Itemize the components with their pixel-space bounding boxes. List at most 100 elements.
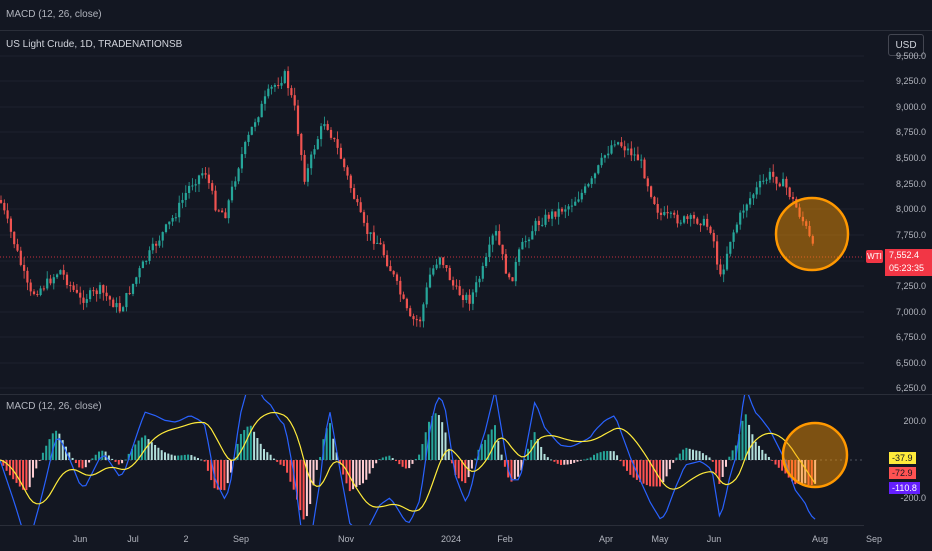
histogram-bar <box>814 460 817 484</box>
candle-body <box>659 212 663 215</box>
candle-body <box>128 293 131 295</box>
candle-body <box>551 211 554 219</box>
candle-body <box>217 210 220 212</box>
price-chart[interactable] <box>0 30 864 394</box>
histogram-bar <box>355 460 358 487</box>
candle-body <box>346 167 349 176</box>
candle-body <box>617 142 620 145</box>
candle-body <box>6 210 9 219</box>
histogram-bar <box>51 433 54 460</box>
time-label: Apr <box>598 534 614 544</box>
histogram-bar <box>586 458 589 460</box>
candle-body <box>108 296 111 300</box>
histogram-bar <box>771 460 774 461</box>
candle-body <box>805 221 808 226</box>
candle-body <box>349 175 352 189</box>
histogram-bar <box>388 455 391 460</box>
histogram-bar <box>253 431 256 460</box>
candle-body <box>481 266 484 279</box>
histogram-bar <box>154 444 157 460</box>
candle-body <box>19 250 22 265</box>
candle-body <box>706 218 709 227</box>
currency-button[interactable]: USD <box>888 34 924 56</box>
histogram-bar <box>748 424 751 460</box>
candle-body <box>141 261 144 269</box>
histogram-bar <box>332 438 335 460</box>
histogram-bar <box>197 457 199 460</box>
histogram-bar <box>797 460 800 484</box>
candle-body <box>801 216 804 222</box>
candle-body <box>428 274 432 288</box>
histogram-bar <box>65 446 67 460</box>
histogram-bar <box>111 458 114 460</box>
candle-body <box>197 175 201 185</box>
candle-body <box>326 124 329 130</box>
candle-body <box>537 220 540 225</box>
candle-body <box>610 145 613 154</box>
candle-body <box>135 277 138 284</box>
histogram-bar <box>88 460 91 463</box>
candle-body <box>382 244 385 256</box>
candle-body <box>92 290 95 292</box>
candle-body <box>719 264 722 275</box>
histogram-bar <box>117 460 120 465</box>
histogram-bar <box>533 432 536 460</box>
indicator-title[interactable]: MACD (12, 26, close) <box>6 9 102 20</box>
candle-body <box>544 214 547 225</box>
histogram-bar <box>639 460 642 482</box>
macd-histogram <box>0 413 817 520</box>
histogram-bar <box>767 457 770 460</box>
histogram-bar <box>457 460 460 479</box>
time-label: Sep <box>865 534 883 544</box>
candle-body <box>557 208 560 217</box>
candle-body <box>32 291 36 295</box>
histogram-bar <box>672 460 675 463</box>
macd-scale[interactable]: 200.0 -200.0 -37.9 -72.9 -110.8 <box>864 395 932 525</box>
symbol-title[interactable]: US Light Crude, 1D, TRADENATIONSB <box>6 39 183 50</box>
candle-body <box>580 192 583 200</box>
histogram-bar <box>520 460 523 471</box>
candle-body <box>257 117 260 123</box>
histogram-bar <box>200 459 203 461</box>
pane-separator[interactable] <box>0 394 932 395</box>
histogram-bar <box>668 460 671 470</box>
histogram-bar <box>170 454 173 460</box>
histogram-bar <box>183 454 186 460</box>
candle-body <box>811 236 814 244</box>
time-label: Nov <box>337 534 355 544</box>
candle-body <box>188 185 191 193</box>
candle-body <box>230 186 234 201</box>
histogram-bar <box>513 460 516 480</box>
histogram-bar <box>484 439 487 460</box>
price-scale[interactable]: 9,500.0 9,250.0 9,000.0 8,750.0 8,500.0 … <box>864 30 932 525</box>
candle-body <box>402 294 405 299</box>
histogram-bar <box>556 460 559 464</box>
symbol-tag: WTI <box>866 250 883 263</box>
macd-chart[interactable] <box>0 395 864 525</box>
histogram-bar <box>441 422 444 460</box>
candle-body <box>508 273 511 278</box>
candle-body <box>521 241 524 250</box>
candle-body <box>39 288 42 295</box>
histogram-bar <box>226 460 229 484</box>
candle-body <box>168 221 171 225</box>
candle-body <box>211 183 214 191</box>
histogram-bar <box>352 460 355 490</box>
macd-pane-title[interactable]: MACD (12, 26, close) <box>6 401 102 412</box>
candle-body <box>795 198 798 208</box>
candle-body <box>465 294 468 300</box>
histogram-bar <box>385 456 388 460</box>
histogram-bar <box>632 460 635 478</box>
histogram-bar <box>78 460 81 468</box>
histogram-bar <box>164 452 166 460</box>
histogram-bar <box>626 460 628 471</box>
histogram-bar <box>203 460 206 462</box>
histogram-bar <box>263 448 265 460</box>
candle-body <box>409 308 412 317</box>
candle-body <box>115 303 118 308</box>
candle-body <box>333 137 336 140</box>
candle-body <box>564 209 567 212</box>
histogram-bar <box>692 449 694 460</box>
candle-body <box>158 240 161 246</box>
time-axis[interactable]: Jun Jul 2 Sep Nov 2024 Feb Apr May Jun A… <box>0 525 882 551</box>
